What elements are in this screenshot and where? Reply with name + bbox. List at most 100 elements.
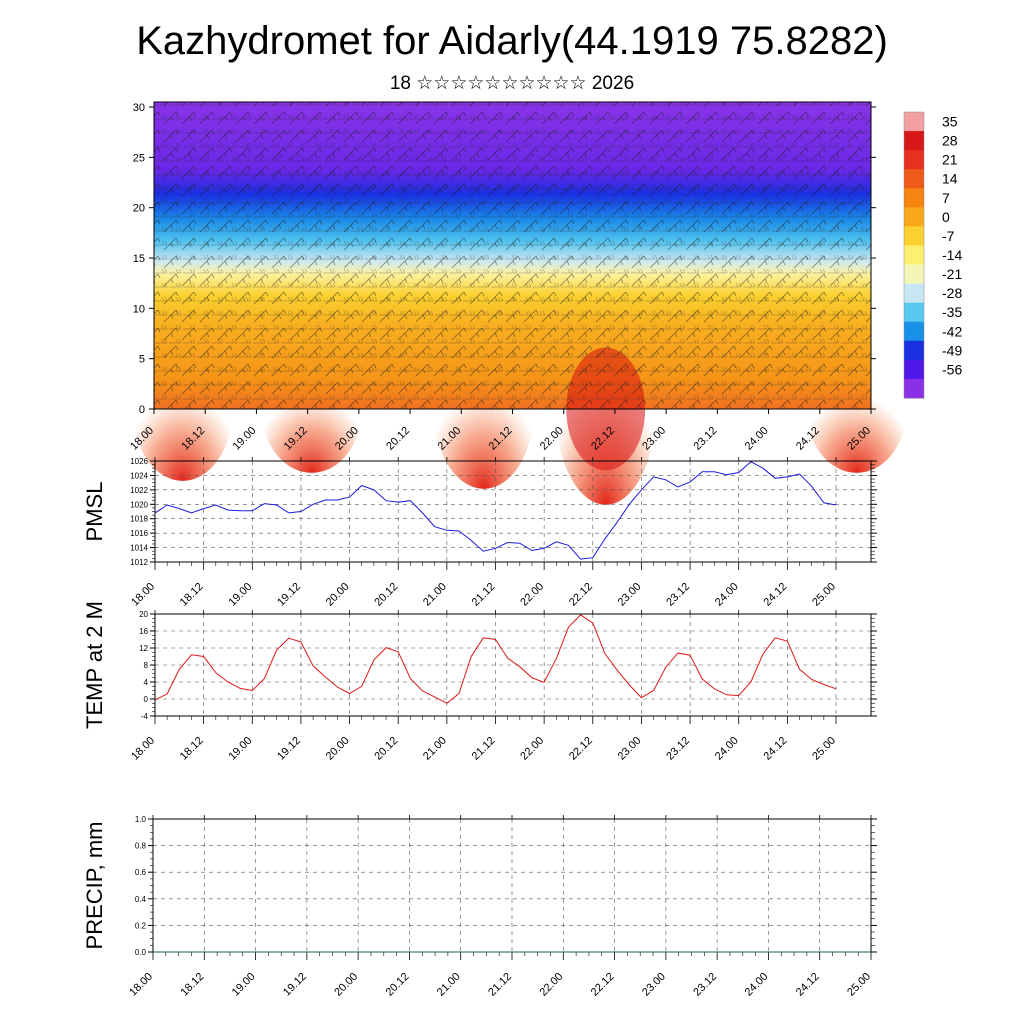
colorbar-label: 14	[942, 171, 958, 187]
x-tick-label: 19.12	[275, 581, 303, 609]
colorbar-label: -49	[942, 342, 962, 358]
series-line	[154, 614, 837, 704]
x-tick-label: 20.12	[372, 735, 400, 763]
x-tick-label: 24.00	[713, 735, 741, 763]
y-tick-label: 1022	[130, 486, 148, 495]
y-tick-label: 5	[139, 354, 145, 366]
x-tick-label: 23.00	[616, 581, 644, 609]
y-axis-label: PMSL	[82, 482, 107, 542]
x-tick-label: 23.00	[640, 971, 668, 999]
colorbar-label: 0	[942, 209, 950, 225]
x-tick-label: 24.12	[762, 735, 790, 763]
y-tick-label: 12	[139, 644, 148, 653]
y-axis-label: PRECIP, mm	[82, 822, 107, 950]
colorbar-segment	[904, 112, 924, 132]
x-tick-label: 19.12	[275, 735, 303, 763]
x-tick-label: 25.00	[810, 581, 838, 609]
colorbar-segment	[904, 131, 924, 151]
x-tick-label: 23.00	[616, 735, 644, 763]
colorbar-segment	[904, 245, 924, 266]
x-tick-label: 19.00	[231, 425, 259, 453]
y-tick-label: 0	[139, 404, 145, 416]
x-tick-label: 22.12	[567, 735, 595, 763]
x-tick-label: 23.12	[664, 735, 692, 763]
x-tick-label: 24.00	[713, 581, 741, 609]
chart-subtitle: 18 ☆☆☆☆☆☆☆☆☆☆ 2026	[389, 73, 635, 94]
y-tick-label: 1016	[130, 529, 148, 538]
colorbar-segment	[904, 150, 924, 170]
x-tick-label: 23.12	[692, 425, 720, 453]
colorbar-segment	[904, 207, 924, 227]
colorbar-label: -21	[942, 266, 962, 282]
x-tick-label: 21.12	[470, 581, 498, 609]
x-tick-label: 20.12	[384, 971, 412, 999]
y-tick-label: 25	[133, 152, 145, 164]
x-tick-label: 18.12	[178, 581, 206, 609]
x-tick-label: 19.12	[281, 971, 309, 999]
y-tick-label: 1020	[130, 500, 148, 509]
y-tick-label: 8	[144, 661, 149, 670]
y-tick-label: 0.8	[135, 842, 147, 851]
y-tick-label: 1018	[130, 515, 148, 524]
colorbar-label: 21	[942, 152, 958, 168]
colorbar-segment	[904, 321, 924, 342]
y-tick-label: 0.4	[135, 895, 147, 904]
y-tick-label: 1026	[130, 457, 148, 466]
y-tick-label: 1024	[130, 471, 148, 480]
x-tick-label: 25.00	[845, 971, 873, 999]
x-tick-label: 22.12	[589, 971, 617, 999]
y-tick-label: 10	[133, 303, 145, 315]
colorbar-segment	[904, 302, 924, 323]
x-tick-label: 23.12	[664, 581, 692, 609]
colorbar-label: 7	[942, 190, 950, 206]
plot-frame	[154, 460, 872, 563]
x-tick-label: 20.00	[324, 735, 352, 763]
colorbar-label: -56	[942, 361, 962, 377]
y-tick-label: 1014	[130, 544, 148, 553]
x-tick-label: 18.00	[129, 735, 157, 763]
colorbar-label: -7	[942, 228, 955, 244]
x-tick-label: 22.00	[518, 581, 546, 609]
x-tick-label: 22.00	[537, 971, 565, 999]
y-tick-label: 20	[133, 203, 145, 215]
x-tick-label: 22.00	[518, 735, 546, 763]
x-tick-label: 22.12	[567, 581, 595, 609]
y-tick-label: 0.0	[135, 948, 147, 957]
chart-title: Kazhydromet for Aidarly(44.1919 75.8282)	[136, 19, 888, 63]
colorbar-segment	[904, 169, 924, 189]
x-tick-label: 18.12	[178, 735, 206, 763]
x-tick-label: 23.12	[691, 971, 719, 999]
x-tick-label: 25.00	[810, 735, 838, 763]
colorbar-label: -14	[942, 247, 962, 263]
y-tick-label: 15	[133, 253, 145, 265]
colorbar-segment	[904, 264, 924, 285]
colorbar-label: 35	[942, 114, 958, 130]
colorbar-label: -42	[942, 323, 962, 339]
colorbar-label: 28	[942, 133, 958, 149]
colorbar-segment	[904, 359, 924, 380]
colorbar-segment	[904, 283, 924, 304]
x-tick-label: 21.00	[421, 735, 449, 763]
colorbar-segment	[904, 188, 924, 208]
colorbar-segment	[904, 226, 924, 246]
series-line	[154, 461, 837, 560]
y-axis-label: TEMP at 2 M	[82, 601, 107, 729]
x-tick-label: 19.00	[226, 581, 254, 609]
x-tick-label: 18.12	[178, 971, 206, 999]
y-tick-label: 20	[139, 610, 148, 619]
x-tick-label: 20.12	[372, 581, 400, 609]
x-tick-label: 21.00	[435, 971, 463, 999]
y-tick-label: 30	[133, 102, 145, 114]
y-tick-label: 0.6	[135, 868, 147, 877]
y-tick-label: 16	[139, 627, 148, 636]
x-tick-label: 20.00	[332, 971, 360, 999]
y-tick-label: 1012	[130, 558, 148, 567]
colorbar-frame	[903, 111, 925, 399]
x-tick-label: 18.00	[127, 971, 155, 999]
colorbar-label: -35	[942, 304, 962, 320]
x-tick-label: 18.00	[129, 581, 157, 609]
wind-barbs-overlay-2	[154, 102, 871, 409]
x-tick-label: 19.00	[226, 735, 254, 763]
colorbar-segment	[904, 340, 924, 361]
x-tick-label: 21.12	[470, 735, 498, 763]
